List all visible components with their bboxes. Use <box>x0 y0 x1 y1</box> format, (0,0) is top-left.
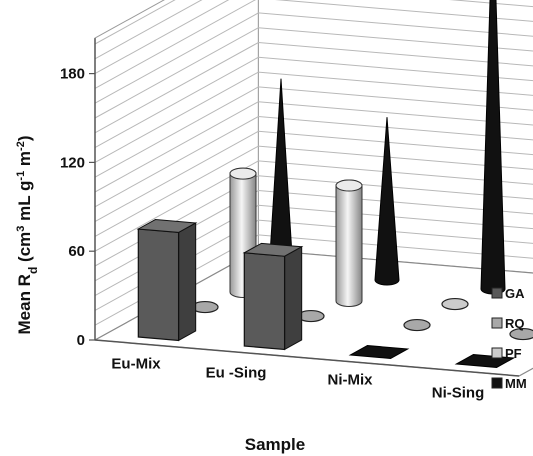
legend-item-pf: PF <box>491 346 522 361</box>
bar-front <box>243 252 286 351</box>
bar-side <box>178 222 197 342</box>
gridline <box>94 12 533 104</box>
back-wall <box>257 0 533 274</box>
gridline <box>94 160 533 252</box>
legend-label: RQ <box>505 316 525 331</box>
disc-marker <box>441 297 469 311</box>
gridline <box>94 145 533 237</box>
gridline <box>94 130 533 223</box>
mark-rq-ni-sing <box>509 327 533 341</box>
legend-label: GA <box>505 286 525 301</box>
gridline <box>94 86 533 178</box>
y-tick-label: 180 <box>60 66 85 83</box>
legend-label: PF <box>505 346 522 361</box>
legend-swatch <box>491 287 503 299</box>
gridline <box>94 71 533 163</box>
x-axis-title: Sample <box>245 435 305 454</box>
legend-label: MM <box>505 376 527 391</box>
gridline <box>94 0 203 60</box>
gridline <box>94 0 176 45</box>
gridline <box>94 0 533 89</box>
bar-top <box>242 242 304 257</box>
gridline <box>94 41 533 134</box>
gridline <box>94 56 533 149</box>
mark-pf-ni-mix <box>441 297 469 311</box>
y-tick-labels: 0 60 120 180 <box>60 66 95 349</box>
mark-pf-eu-sing <box>335 179 363 307</box>
y-axis-title: Mean Rd (cm3 mL g-1 m-2) <box>15 135 40 334</box>
chart-walls <box>94 0 533 341</box>
flat-square-marker <box>348 345 410 359</box>
cylinder-body <box>335 179 363 307</box>
cone <box>374 117 400 286</box>
bar-top <box>136 219 198 233</box>
disc-marker <box>403 318 431 332</box>
legend-item-ga: GA <box>491 286 525 301</box>
legend-swatch <box>491 347 503 359</box>
bar-side <box>284 245 303 351</box>
cylinder-top <box>335 179 363 192</box>
data-marks <box>136 0 533 368</box>
gridline <box>94 115 533 208</box>
mark-ga-eu-sing <box>242 242 304 351</box>
legend-swatch <box>491 317 503 329</box>
x-axis-line <box>94 339 520 377</box>
x-category-label: Eu-Mix <box>111 356 161 373</box>
mark-ga-ni-mix <box>348 345 410 359</box>
bar-front <box>137 228 180 342</box>
mark-ga-eu-mix <box>136 219 198 342</box>
y-tick-label: 60 <box>68 243 85 260</box>
legend-swatch <box>491 377 503 389</box>
cylinder-top <box>229 167 257 180</box>
x-category-label: Ni-Mix <box>328 372 374 389</box>
x-category-label: Ni-Sing <box>432 385 485 402</box>
x-category-labels: Eu-Mix Eu -Sing Ni-Mix Ni-Sing <box>111 356 484 402</box>
gridline <box>94 0 533 75</box>
legend: GA RQ PF MM <box>491 286 527 391</box>
disc-marker <box>509 327 533 341</box>
mark-rq-ni-mix <box>403 318 431 332</box>
y-tick-label: 120 <box>60 154 85 171</box>
legend-item-mm: MM <box>491 376 527 391</box>
legend-item-rq: RQ <box>491 316 525 331</box>
y-tick-label: 0 <box>77 332 85 349</box>
gridline <box>94 101 533 193</box>
mark-mm-eu-sing <box>374 117 400 286</box>
gridline <box>94 27 533 119</box>
x-category-label: Eu -Sing <box>206 365 267 382</box>
